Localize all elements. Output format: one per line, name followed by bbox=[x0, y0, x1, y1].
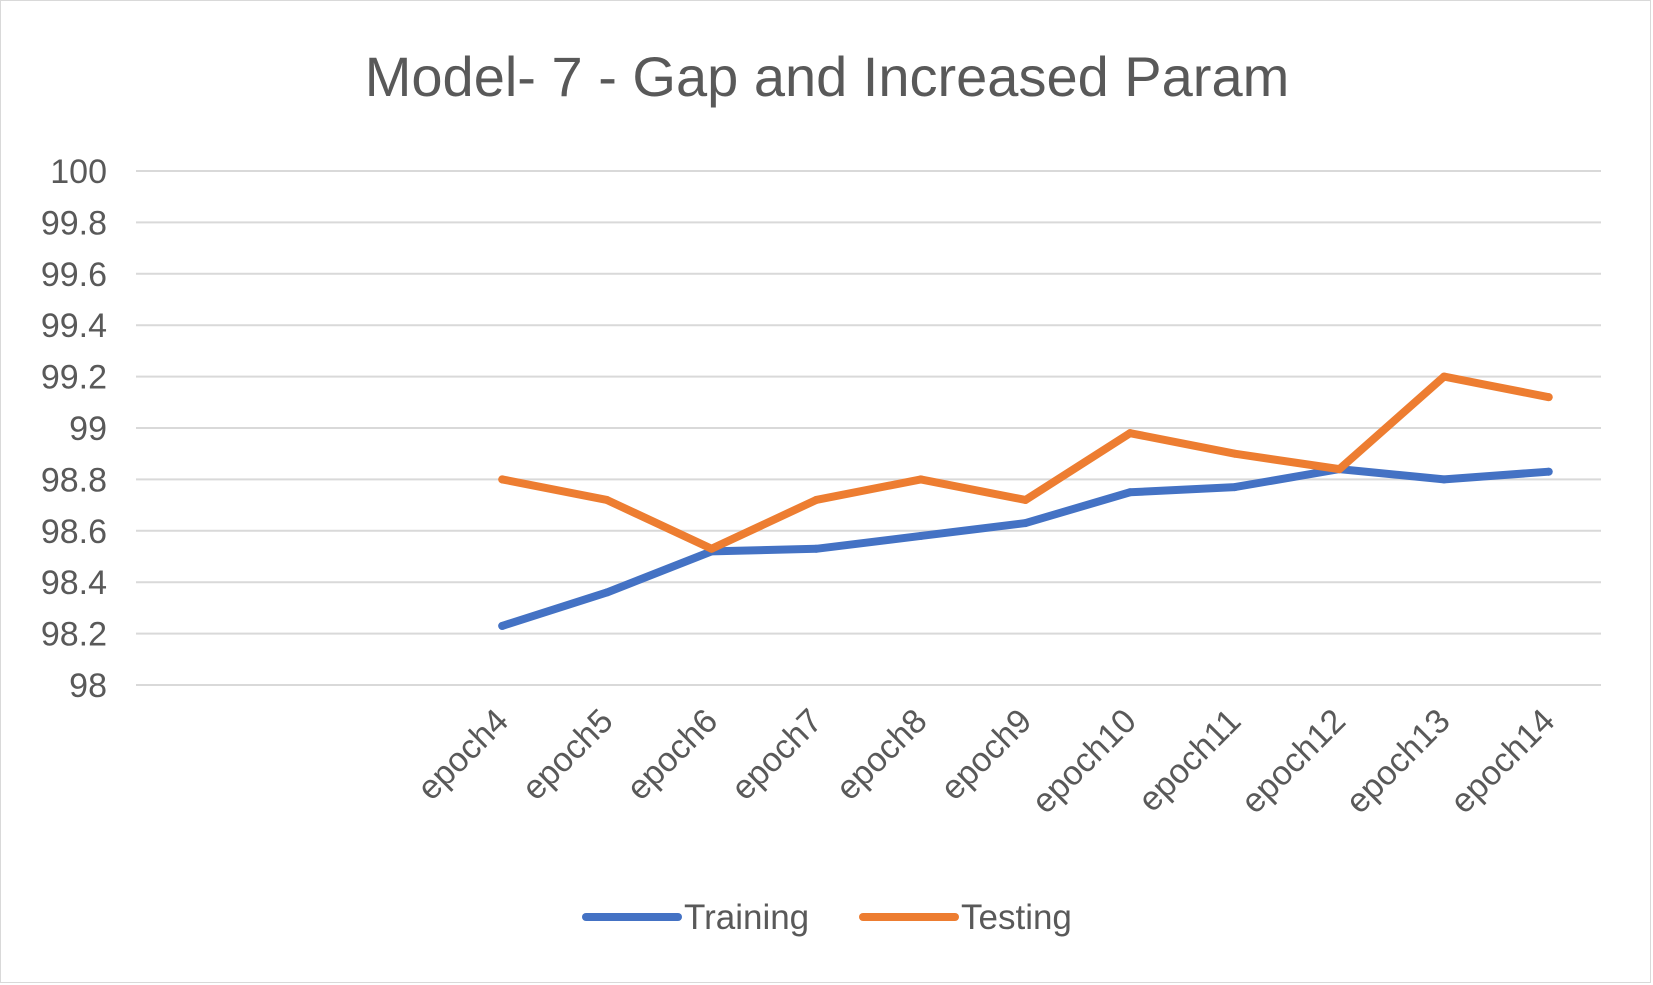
chart-title: Model- 7 - Gap and Increased Param bbox=[365, 45, 1289, 108]
y-tick-label: 99 bbox=[69, 410, 107, 448]
x-tick-label: epoch13 bbox=[1339, 702, 1458, 821]
data-point-training bbox=[916, 531, 925, 540]
y-tick-label: 99.2 bbox=[41, 359, 107, 397]
data-point-training bbox=[1126, 488, 1135, 497]
series-line-training bbox=[498, 465, 1553, 630]
y-axis-ticks: 98 98.2 98.4 98.6 98.8 99 99.2 99.4 99.6 99.8 100 bbox=[41, 153, 107, 705]
y-tick-label: 98.8 bbox=[41, 461, 107, 499]
gridlines bbox=[136, 170, 1601, 686]
data-point-training bbox=[1230, 483, 1239, 492]
y-tick-label: 98.2 bbox=[41, 616, 107, 654]
data-point-testing bbox=[498, 475, 507, 484]
x-axis-ticks: epoch4epoch5epoch6epoch7epoch8epoch9epoc… bbox=[410, 702, 1562, 821]
series-lines bbox=[498, 372, 1553, 630]
y-tick-label: 98.4 bbox=[41, 564, 107, 602]
legend-label-training: Training bbox=[684, 898, 809, 937]
x-tick-label: epoch7 bbox=[724, 702, 830, 808]
y-tick-label: 99.8 bbox=[41, 204, 107, 242]
data-point-testing bbox=[1126, 429, 1135, 438]
legend: Training Testing bbox=[582, 898, 1072, 937]
x-tick-label: epoch11 bbox=[1131, 702, 1248, 819]
x-tick-label: epoch12 bbox=[1234, 702, 1353, 821]
data-point-training bbox=[1544, 467, 1553, 476]
data-point-testing bbox=[1440, 372, 1449, 381]
data-point-testing bbox=[1021, 495, 1030, 504]
data-point-training bbox=[1440, 475, 1449, 484]
x-tick-label: epoch5 bbox=[515, 702, 621, 808]
data-point-testing bbox=[916, 475, 925, 484]
data-point-training bbox=[812, 544, 821, 553]
x-tick-label: epoch8 bbox=[829, 702, 935, 808]
x-tick-label: epoch9 bbox=[933, 702, 1039, 808]
x-tick-label: epoch14 bbox=[1443, 702, 1562, 821]
x-tick-label: epoch6 bbox=[619, 702, 725, 808]
y-tick-label: 99.6 bbox=[41, 256, 107, 294]
data-point-testing bbox=[1335, 465, 1344, 474]
x-tick-label: epoch10 bbox=[1025, 702, 1144, 821]
data-point-training bbox=[602, 588, 611, 597]
x-tick-label: epoch4 bbox=[410, 702, 516, 808]
data-point-training bbox=[1021, 519, 1030, 528]
data-point-testing bbox=[707, 544, 716, 553]
y-tick-label: 98.6 bbox=[41, 513, 107, 551]
y-tick-label: 98 bbox=[69, 667, 107, 705]
legend-label-testing: Testing bbox=[961, 898, 1072, 937]
data-point-testing bbox=[812, 495, 821, 504]
data-point-testing bbox=[1230, 449, 1239, 458]
data-point-training bbox=[498, 621, 507, 630]
data-point-testing bbox=[1544, 393, 1553, 402]
y-tick-label: 99.4 bbox=[41, 307, 107, 345]
y-tick-label: 100 bbox=[50, 153, 107, 191]
data-point-testing bbox=[602, 495, 611, 504]
